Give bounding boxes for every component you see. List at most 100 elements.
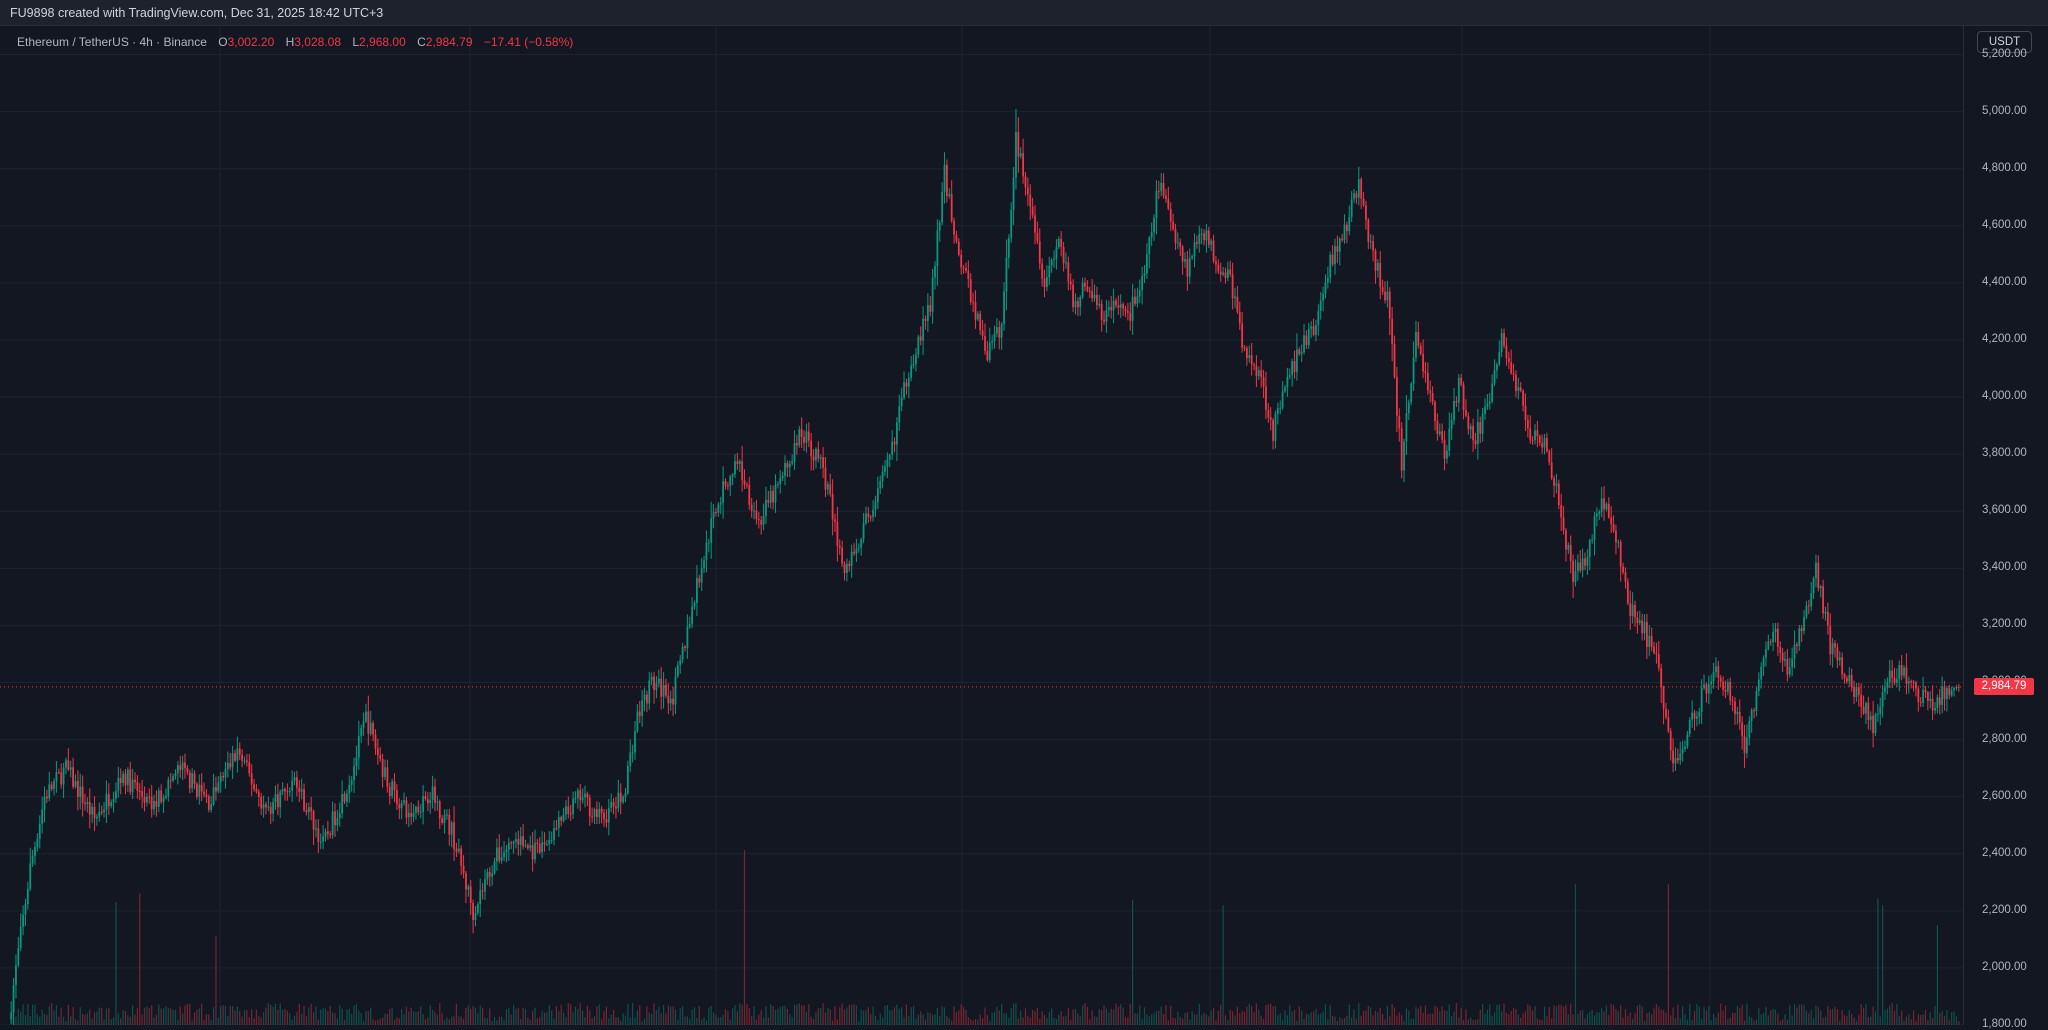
candle-body	[1346, 224, 1348, 232]
candle-body	[1198, 234, 1201, 244]
candle-body	[1755, 691, 1758, 712]
volume-bar	[322, 1008, 324, 1025]
volume-bar	[1120, 1004, 1122, 1025]
volume-bar	[410, 1007, 412, 1025]
candle-body	[1769, 641, 1772, 643]
volume-bar	[865, 1010, 867, 1025]
candle-body	[846, 563, 848, 573]
candle-body	[1110, 306, 1113, 311]
volume-bar	[24, 1015, 27, 1025]
candle-body	[1762, 657, 1765, 667]
volume-bar	[1598, 1012, 1600, 1025]
volume-bar	[496, 1020, 498, 1025]
volume-bar	[348, 1008, 350, 1025]
volume-bar	[1896, 1004, 1898, 1025]
volume-bar	[1029, 1017, 1031, 1025]
candle-body	[881, 471, 884, 481]
volume-bar	[1648, 1011, 1650, 1025]
volume-bar	[1160, 1006, 1162, 1025]
candle-body	[1212, 240, 1215, 262]
candle-body	[1317, 311, 1320, 326]
volume-bar	[222, 1005, 224, 1025]
volume-bar	[79, 1007, 81, 1025]
candle-body	[403, 800, 405, 803]
candle-body	[550, 839, 553, 841]
volume-bar	[358, 1010, 360, 1025]
candle-body	[1729, 682, 1732, 701]
candle-body	[822, 457, 824, 468]
volume-bar	[446, 1017, 448, 1025]
volume-bar	[505, 1009, 508, 1025]
price-axis[interactable]	[1963, 26, 2048, 1025]
candle-body	[605, 819, 608, 823]
candle-body	[1484, 406, 1486, 414]
volume-bar	[1870, 1016, 1872, 1025]
volume-bar	[1579, 1010, 1581, 1025]
candle-body	[1462, 384, 1465, 410]
candle-body	[1824, 611, 1827, 614]
volume-bar	[15, 1016, 17, 1025]
volume-bar	[948, 1018, 950, 1025]
candle-body	[1398, 415, 1401, 429]
volume-bar	[217, 1017, 219, 1025]
candle-body	[65, 760, 67, 768]
candle-body	[1812, 578, 1815, 594]
candle-body	[1103, 319, 1105, 322]
candle-body	[1162, 182, 1165, 196]
volume-bar	[860, 1009, 862, 1025]
candle-body	[193, 773, 196, 785]
volume-bar	[120, 1018, 122, 1025]
candle-body	[493, 861, 496, 874]
volume-bar	[189, 1004, 191, 1025]
candle-body	[1788, 667, 1791, 675]
volume-bar	[117, 1013, 119, 1025]
volume-bar	[1710, 1020, 1712, 1025]
candle-body	[284, 789, 286, 792]
chart-area[interactable]: Ethereum / TetherUS · 4h · Binance O3,00…	[0, 26, 2048, 1030]
currency-button[interactable]: USDT	[1977, 31, 2032, 53]
volume-bar	[746, 1004, 748, 1025]
candle-body	[1281, 391, 1284, 408]
volume-bar	[1184, 1013, 1186, 1025]
volume-bar	[479, 1005, 481, 1025]
candle-body	[286, 791, 289, 793]
volume-bar	[253, 1018, 255, 1025]
candle-body	[1748, 720, 1751, 738]
volume-bar	[1603, 1011, 1605, 1025]
candle-body	[136, 782, 139, 792]
volume-bar	[1303, 1019, 1305, 1025]
volume-bar	[1091, 1010, 1093, 1025]
volume-bar	[1753, 1020, 1755, 1025]
candle-body	[1329, 254, 1332, 278]
volume-bar	[946, 1015, 948, 1025]
volume-bar	[1355, 1018, 1358, 1025]
volume-bar	[110, 1019, 112, 1025]
volume-bar	[1353, 1009, 1355, 1025]
candle-body	[326, 831, 329, 835]
candle-body	[707, 542, 710, 544]
volume-bar	[855, 1005, 858, 1025]
grid	[0, 26, 1963, 1025]
candle-body	[1400, 428, 1403, 471]
candle-body	[336, 818, 339, 826]
candle-body	[38, 823, 41, 840]
volume-bar	[1808, 1013, 1810, 1025]
volume-bar	[1408, 1010, 1410, 1025]
candle-body	[12, 985, 15, 1013]
volume-bar	[1772, 1008, 1774, 1025]
volume-bar	[798, 1003, 800, 1025]
volume-bar	[1336, 1020, 1338, 1025]
candle-body	[131, 779, 134, 793]
candle-body	[1955, 686, 1958, 689]
volume-bar	[179, 1006, 181, 1025]
volume-bar	[1517, 1014, 1519, 1025]
candle-body	[1941, 686, 1944, 705]
volume-bar	[722, 1014, 724, 1025]
volume-bar	[915, 1018, 917, 1025]
candle-body	[784, 462, 786, 476]
candlestick-chart[interactable]	[0, 26, 2048, 1025]
volume-bar	[1541, 1019, 1543, 1025]
candle-body	[1446, 450, 1448, 459]
candle-body	[22, 914, 24, 927]
volume-bar	[970, 1019, 972, 1025]
